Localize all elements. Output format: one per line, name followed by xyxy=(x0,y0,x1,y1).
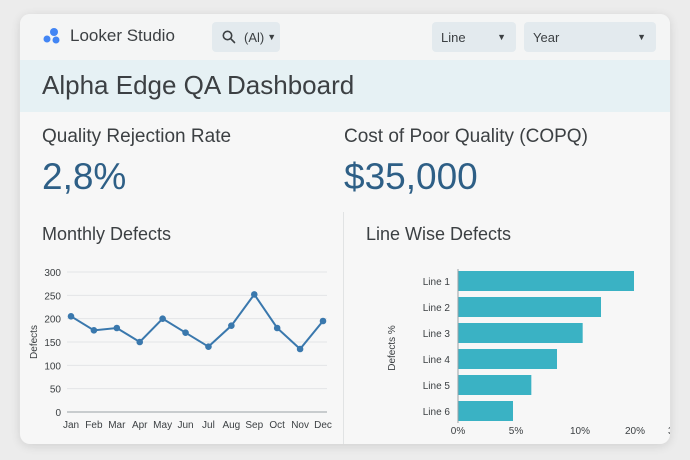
dashboard-card: Looker Studio (Al) ▼ Line ▼ Year ▼ Alpha… xyxy=(20,14,670,444)
kpi-copq-label: Cost of Poor Quality (COPQ) xyxy=(344,126,588,147)
x-tick-label: Sep xyxy=(245,420,263,431)
category-label: Line 2 xyxy=(423,303,451,314)
looker-studio-logo-icon xyxy=(43,28,60,44)
bar xyxy=(458,297,601,317)
data-point xyxy=(90,327,98,334)
brand[interactable]: Looker Studio xyxy=(42,26,175,46)
bar xyxy=(458,401,513,421)
category-label: Line 6 xyxy=(423,407,451,418)
data-point xyxy=(136,338,144,346)
search-filter-value: (Al) xyxy=(244,29,265,45)
data-point xyxy=(159,315,166,322)
y-tick-label: 250 xyxy=(44,291,61,302)
title-band: Alpha Edge QA Dashboard xyxy=(20,60,670,112)
data-point xyxy=(182,329,189,336)
data-point xyxy=(319,317,327,325)
y-tick-label: 200 xyxy=(44,315,61,326)
y-tick-label: 50 xyxy=(50,385,62,396)
search-filter[interactable]: (Al) ▼ xyxy=(212,22,280,52)
y-axis-label: Defects % xyxy=(387,325,398,371)
x-tick-label: 20% xyxy=(625,426,645,437)
x-tick-label: 5% xyxy=(509,426,524,437)
x-tick-label: Nov xyxy=(291,420,309,431)
data-point xyxy=(205,343,212,350)
x-tick-label: Jun xyxy=(177,420,193,431)
x-tick-label: 0% xyxy=(451,426,466,437)
y-tick-label: 0 xyxy=(55,408,61,419)
line-wise-defects-chart: Line 1 Line 2 Line 3 Line 4 Line 5 Line 60% 5%… xyxy=(387,269,670,437)
bar xyxy=(458,271,634,291)
divider xyxy=(343,212,344,444)
x-tick-label: Oct xyxy=(269,420,285,431)
x-tick-label: 10% xyxy=(570,426,590,437)
data-point xyxy=(296,345,304,353)
chevron-down-icon: ▼ xyxy=(497,32,506,42)
x-tick-label: Apr xyxy=(132,420,148,431)
kpi-copq-value: $35,000 xyxy=(344,156,478,197)
year-filter[interactable]: Year ▼ xyxy=(524,22,656,52)
page-title: Alpha Edge QA Dashboard xyxy=(42,70,355,100)
chevron-down-icon: ▼ xyxy=(267,32,277,42)
y-axis-label: Defects xyxy=(29,325,40,359)
line-chart-title: Line Wise Defects xyxy=(366,224,512,244)
data-point xyxy=(273,324,281,332)
kpi-rejection-label: Quality Rejection Rate xyxy=(42,126,232,147)
top-bar: Looker Studio (Al) ▼ Line ▼ Year ▼ xyxy=(20,14,670,60)
category-label: Line 3 xyxy=(423,329,451,340)
kpi-rejection-value: 2,8% xyxy=(42,156,127,197)
x-tick-label: 30% xyxy=(668,426,670,437)
year-filter-value: Year xyxy=(533,29,560,45)
data-point xyxy=(228,322,235,329)
bar xyxy=(458,349,557,369)
line-filter-value: Line xyxy=(441,29,466,45)
y-tick-label: 150 xyxy=(44,338,61,349)
x-tick-label: Aug xyxy=(222,420,240,431)
line-filter[interactable]: Line ▼ xyxy=(432,22,516,52)
bar xyxy=(458,323,583,343)
data-point xyxy=(250,291,258,298)
category-label: Line 4 xyxy=(423,355,451,366)
category-label: Line 1 xyxy=(423,277,451,288)
bar xyxy=(458,375,532,395)
chevron-down-icon: ▼ xyxy=(637,32,646,42)
y-tick-label: 300 xyxy=(44,268,61,279)
x-tick-label: Dec xyxy=(314,420,332,431)
category-label: Line 5 xyxy=(423,381,451,392)
x-tick-label: Jul xyxy=(202,420,215,431)
series-line xyxy=(70,292,324,351)
y-tick-label: 100 xyxy=(44,361,61,372)
app-name: Looker Studio xyxy=(70,26,175,45)
data-point xyxy=(67,313,75,320)
search-icon xyxy=(222,30,236,44)
monthly-chart-title: Monthly Defects xyxy=(42,224,172,244)
data-point xyxy=(113,324,121,332)
x-tick-label: Jan xyxy=(63,420,79,431)
x-tick-label: May xyxy=(153,420,172,431)
x-tick-label: Feb xyxy=(85,420,103,431)
monthly-defects-chart: 0 50 100 150 200 250 300 Jan Feb Mar Apr May Jun Jul A… xyxy=(29,268,332,431)
x-tick-label: Mar xyxy=(108,420,126,431)
